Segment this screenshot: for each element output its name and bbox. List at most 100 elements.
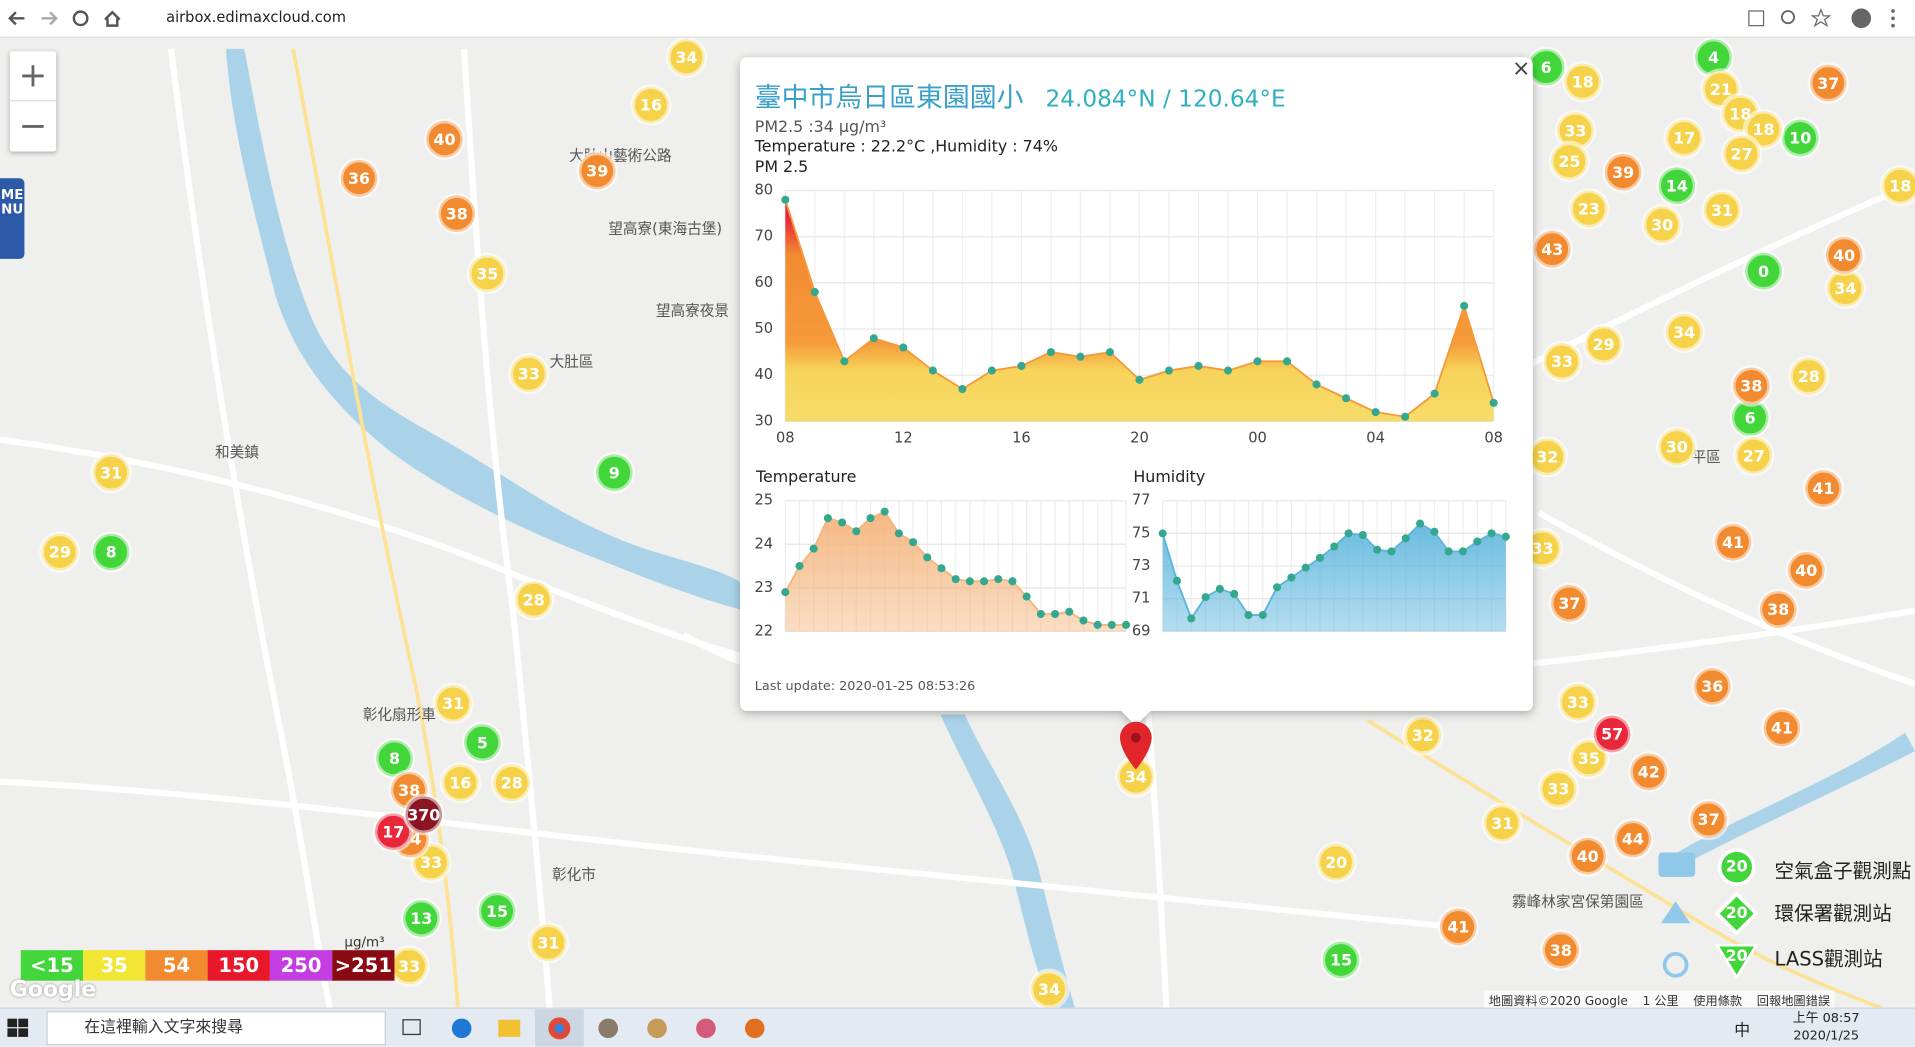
station-marker[interactable]	[39, 531, 81, 573]
clock[interactable]: 上午 08:57 2020/1/25	[1793, 1010, 1860, 1044]
station-marker[interactable]	[527, 922, 570, 964]
station-marker[interactable]	[1557, 681, 1599, 724]
station-marker[interactable]	[665, 36, 708, 79]
station-marker[interactable]	[1663, 311, 1705, 353]
station-marker[interactable]	[1627, 751, 1670, 793]
data-point	[1358, 531, 1367, 540]
station-marker[interactable]	[372, 810, 415, 853]
station-marker[interactable]	[1548, 140, 1591, 182]
station-marker[interactable]	[466, 252, 509, 295]
marker-value: 32	[1412, 726, 1434, 745]
start-button[interactable]	[7, 1018, 29, 1039]
station-marker[interactable]	[1701, 189, 1743, 231]
station-marker[interactable]	[1602, 151, 1644, 193]
station-marker[interactable]	[1568, 188, 1610, 230]
station-marker[interactable]	[403, 793, 445, 836]
station-marker[interactable]	[439, 762, 482, 804]
station-marker[interactable]	[461, 721, 504, 764]
app-icon[interactable]	[598, 1018, 618, 1039]
station-marker[interactable]	[512, 578, 555, 621]
station-marker[interactable]	[1807, 62, 1850, 104]
data-point	[909, 538, 918, 547]
station-marker[interactable]	[1028, 968, 1070, 1008]
close-button[interactable]: ×	[1511, 56, 1531, 82]
translate-icon[interactable]	[1748, 10, 1765, 27]
station-marker[interactable]	[1540, 929, 1582, 971]
app-icon[interactable]	[647, 1018, 667, 1039]
station-marker[interactable]	[400, 897, 443, 940]
station-marker[interactable]	[1402, 714, 1444, 756]
station-marker[interactable]	[508, 352, 550, 395]
station-marker[interactable]	[423, 118, 466, 160]
station-marker[interactable]	[1537, 768, 1580, 810]
station-marker[interactable]	[1730, 365, 1773, 407]
marker-value: 21	[1710, 80, 1732, 99]
station-marker[interactable]	[1761, 707, 1803, 749]
station-marker[interactable]	[1802, 467, 1845, 510]
bookmark-icon[interactable]	[1810, 8, 1832, 28]
url-bar[interactable]: airbox.edimaxcloud.com	[166, 8, 347, 26]
forward-button[interactable]	[41, 11, 58, 26]
station-marker[interactable]	[1785, 549, 1828, 592]
marker-value: 5	[477, 733, 488, 752]
reload-button[interactable]	[72, 10, 89, 27]
station-marker[interactable]	[1742, 250, 1785, 292]
zoom-out[interactable]: −	[18, 105, 48, 146]
task-view[interactable]	[402, 1019, 421, 1036]
station-marker[interactable]	[90, 451, 132, 494]
station-marker[interactable]	[1541, 340, 1583, 383]
station-marker[interactable]	[338, 157, 380, 200]
station-marker[interactable]	[1656, 426, 1698, 468]
station-marker[interactable]	[1663, 117, 1705, 159]
zoom-icon[interactable]	[1780, 10, 1796, 25]
station-marker[interactable]	[476, 890, 518, 932]
station-marker[interactable]	[1879, 164, 1915, 207]
station-marker[interactable]	[1548, 582, 1591, 625]
station-marker[interactable]	[576, 150, 618, 192]
station-marker[interactable]	[1481, 802, 1523, 844]
station-marker[interactable]	[1566, 835, 1609, 877]
home-button[interactable]	[104, 10, 121, 27]
station-marker[interactable]	[1641, 203, 1683, 246]
ime-indicator[interactable]: 中	[1734, 1022, 1751, 1041]
station-marker[interactable]	[90, 531, 132, 573]
data-point	[1079, 616, 1088, 625]
station-marker[interactable]	[1656, 164, 1698, 207]
station-marker[interactable]	[1720, 133, 1763, 175]
zoom-in[interactable]: +	[9, 51, 57, 102]
taskbar-apps	[402, 1008, 765, 1047]
location-pin[interactable]	[1119, 721, 1152, 770]
station-marker[interactable]	[1787, 355, 1830, 397]
station-marker[interactable]	[1712, 521, 1754, 564]
station-marker[interactable]	[432, 682, 474, 725]
back-button[interactable]	[8, 11, 25, 26]
station-marker[interactable]	[1757, 588, 1799, 631]
station-marker[interactable]	[1591, 713, 1633, 755]
app-icon[interactable]	[696, 1018, 716, 1039]
station-marker[interactable]	[593, 451, 636, 494]
station-marker[interactable]	[1531, 228, 1574, 270]
app-icon[interactable]	[744, 1018, 765, 1039]
station-marker[interactable]	[1687, 798, 1730, 841]
station-marker[interactable]	[1437, 906, 1479, 948]
station-marker[interactable]	[1320, 939, 1362, 981]
station-marker[interactable]	[1315, 841, 1357, 884]
legend-item: 54	[145, 950, 208, 981]
station-marker[interactable]	[1562, 61, 1604, 103]
station-marker[interactable]	[1612, 818, 1654, 860]
station-marker[interactable]	[1691, 665, 1734, 708]
search-box[interactable]: 在這裡輸入文字來搜尋	[46, 1011, 386, 1046]
lass-icon	[1662, 952, 1689, 978]
menu-icon[interactable]	[1891, 9, 1895, 13]
station-marker[interactable]	[1823, 234, 1865, 277]
profile-icon[interactable]	[1851, 8, 1872, 29]
menu-tab[interactable]: MENU	[0, 178, 25, 259]
station-marker[interactable]	[630, 84, 672, 126]
explorer-icon[interactable]	[498, 1019, 521, 1037]
edge-icon[interactable]	[451, 1018, 472, 1039]
data-point	[866, 514, 875, 523]
station-marker[interactable]	[1733, 434, 1775, 477]
station-marker[interactable]	[436, 192, 478, 235]
station-marker[interactable]	[490, 762, 533, 804]
station-marker[interactable]	[1582, 323, 1625, 366]
